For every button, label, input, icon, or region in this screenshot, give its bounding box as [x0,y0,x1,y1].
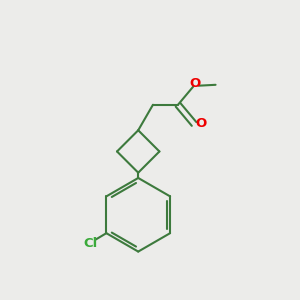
Text: Cl: Cl [84,237,98,250]
Text: O: O [189,77,201,90]
Text: O: O [195,117,206,130]
